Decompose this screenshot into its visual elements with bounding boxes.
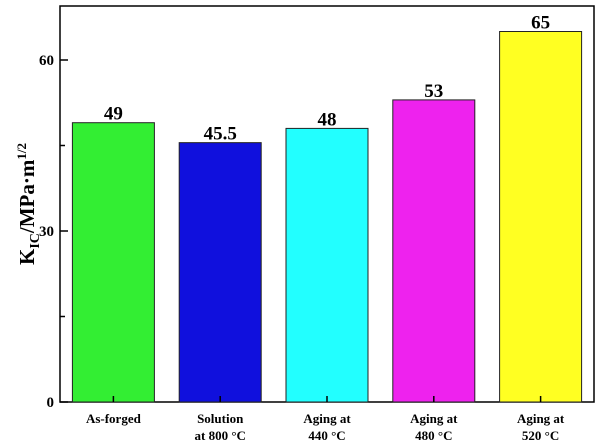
data-label: 48 xyxy=(318,109,337,130)
bars xyxy=(71,31,583,403)
y-tick-label: 30 xyxy=(39,224,54,240)
bar xyxy=(392,99,476,403)
data-labels: 49 45.5 48 53 65 xyxy=(104,13,550,145)
y-tick-label: 60 xyxy=(39,53,54,69)
bar xyxy=(285,127,369,403)
data-label: 65 xyxy=(531,13,550,34)
x-tick-label: 520 °C xyxy=(522,428,559,443)
x-tick-label: Aging at xyxy=(303,411,351,426)
y-tick-label: 0 xyxy=(47,395,55,411)
data-label: 49 xyxy=(104,104,123,125)
y-axis: 0 30 60 xyxy=(39,53,68,411)
x-tick-label: 440 °C xyxy=(308,428,345,443)
bar xyxy=(499,31,583,403)
x-tick-label: 480 °C xyxy=(415,428,452,443)
x-tick-label: at 800 °C xyxy=(194,428,245,443)
x-axis: As-forged Solution at 800 °C Aging at 440 °C… xyxy=(86,396,565,443)
bar xyxy=(71,122,155,403)
data-label: 45.5 xyxy=(204,124,237,145)
x-tick-label: Aging at xyxy=(410,411,458,426)
x-tick-label: Aging at xyxy=(517,411,565,426)
x-tick-label: Solution xyxy=(197,411,244,426)
data-label: 53 xyxy=(424,81,443,102)
y-axis-title: KIC/MPa·m1/2 xyxy=(14,143,43,265)
bar xyxy=(178,142,262,403)
x-tick-label: As-forged xyxy=(86,411,142,426)
